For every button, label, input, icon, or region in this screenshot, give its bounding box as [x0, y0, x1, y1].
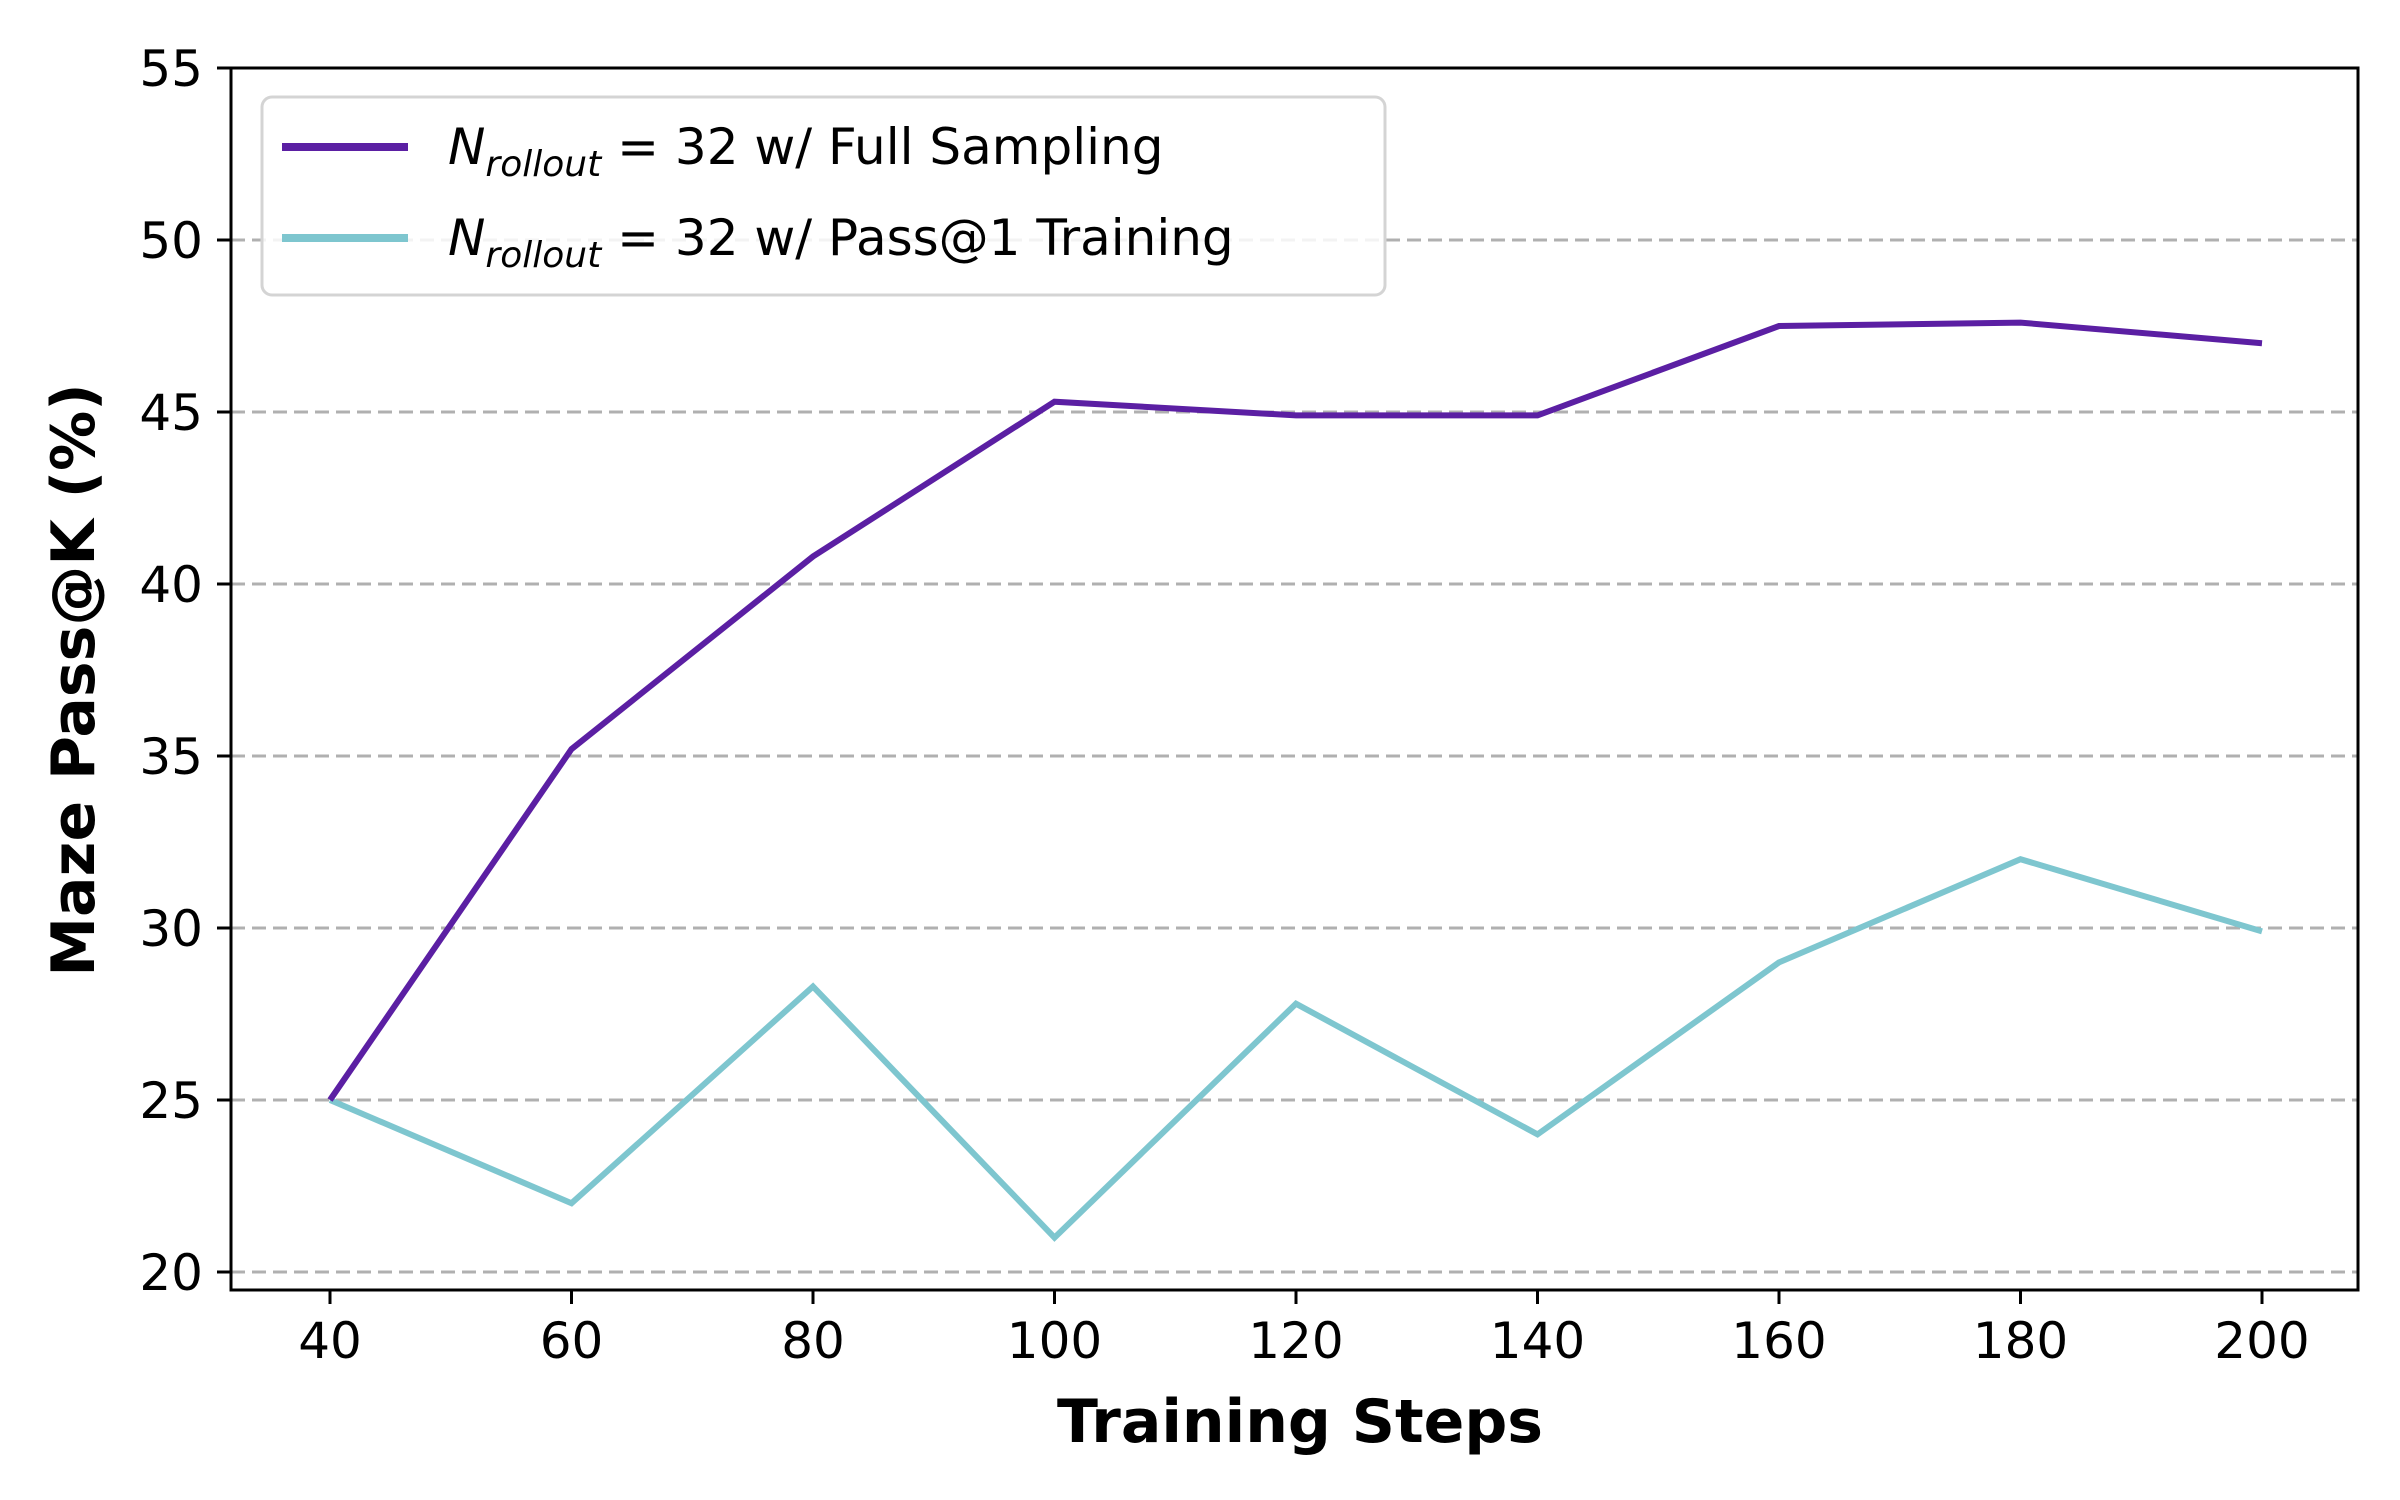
- gridlines: [231, 238, 2358, 1274]
- y-axis-ticks: 20 25 30 35 40 45 50 55: [139, 40, 231, 1302]
- legend-N: N: [448, 209, 485, 267]
- y-tick-label-25: 25: [139, 1072, 203, 1130]
- x-tick-label-180: 180: [1973, 1312, 2068, 1370]
- x-tick-label-120: 120: [1248, 1312, 1343, 1370]
- x-tick-label-160: 160: [1731, 1312, 1826, 1370]
- x-tick-label-80: 80: [781, 1312, 845, 1370]
- legend-rest: = 32 w/ Full Sampling: [601, 118, 1163, 176]
- legend-subscript: rollout: [485, 235, 603, 276]
- x-axis-title: Training Steps: [1057, 1387, 1543, 1457]
- x-tick-label-100: 100: [1007, 1312, 1102, 1370]
- series-line-0: [327, 319, 2263, 1102]
- y-tick-label-35: 35: [139, 728, 203, 786]
- legend-subscript: rollout: [485, 144, 603, 185]
- series-lines: [327, 319, 2263, 1242]
- y-tick-label-50: 50: [139, 212, 203, 270]
- legend-box: [260, 95, 1387, 297]
- legend-N: N: [448, 118, 485, 176]
- legend: Nrollout = 32 w/ Full Sampling Nrollout …: [260, 95, 1387, 297]
- legend-rest: = 32 w/ Pass@1 Training: [601, 209, 1233, 267]
- x-tick-label-200: 200: [2214, 1312, 2309, 1370]
- y-tick-label-40: 40: [139, 556, 203, 614]
- series-line-1: [328, 856, 2263, 1242]
- legend-label-pass1-training: Nrollout = 32 w/ Pass@1 Training: [448, 209, 1234, 276]
- y-tick-label-20: 20: [139, 1244, 203, 1302]
- y-tick-label-45: 45: [139, 384, 203, 442]
- x-axis-ticks: 40 60 80 100 120 140 160 180 200: [298, 1290, 2310, 1370]
- y-tick-label-55: 55: [139, 40, 203, 98]
- x-tick-label-60: 60: [540, 1312, 604, 1370]
- x-tick-label-140: 140: [1490, 1312, 1585, 1370]
- y-axis-title: Maze Pass@K (%): [39, 383, 109, 976]
- y-tick-label-30: 30: [139, 900, 203, 958]
- x-tick-label-40: 40: [298, 1312, 362, 1370]
- legend-label-full-sampling: Nrollout = 32 w/ Full Sampling: [448, 118, 1163, 185]
